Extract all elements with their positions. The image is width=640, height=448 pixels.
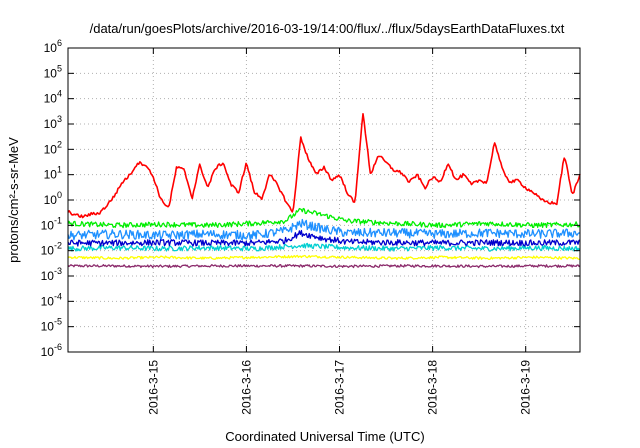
series-line (67, 264, 581, 269)
series-line (67, 229, 581, 247)
y-tick-label: 103 (44, 114, 62, 131)
y-tick-label: 10-6 (41, 342, 62, 359)
chart-title: /data/run/goesPlots/archive/2016-03-19/1… (90, 21, 565, 36)
y-axis: 10-6 10-5 10-4 10-3 10-2 10-1 100 101 102 103 104 1… (41, 38, 580, 359)
series-line (67, 218, 581, 241)
y-tick-label: 105 (44, 63, 62, 80)
y-tick-label: 10-3 (41, 266, 62, 283)
x-tick-label: 2016-3-18 (426, 360, 440, 415)
y-tick-label: 102 (44, 139, 62, 156)
y-axis-label: protons/cm²-s-sr-MeV (6, 137, 21, 263)
series-line (67, 242, 581, 252)
series-line (67, 254, 580, 261)
y-tick-label: 10-1 (41, 215, 62, 232)
series-line (67, 113, 581, 219)
y-tick-label: 10-5 (41, 317, 62, 334)
x-tick-label: 2016-3-17 (333, 360, 347, 415)
x-tick-label: 2016-3-15 (146, 360, 160, 415)
y-tick-label: 104 (44, 89, 62, 106)
y-tick-label: 106 (44, 38, 62, 55)
x-tick-label: 2016-3-19 (519, 360, 533, 415)
x-tick-label: 2016-3-16 (239, 360, 253, 415)
grid (68, 48, 580, 352)
y-tick-label: 100 (44, 190, 62, 207)
series-line (67, 207, 581, 229)
x-axis-label: Coordinated Universal Time (UTC) (225, 429, 424, 444)
y-tick-label: 101 (44, 165, 62, 182)
series-group (67, 113, 581, 269)
x-axis: 2016-3-15 2016-3-16 2016-3-17 2016-3-18 2016… (146, 48, 533, 415)
y-tick-label: 10-4 (41, 291, 62, 308)
y-tick-label: 10-2 (41, 241, 62, 258)
